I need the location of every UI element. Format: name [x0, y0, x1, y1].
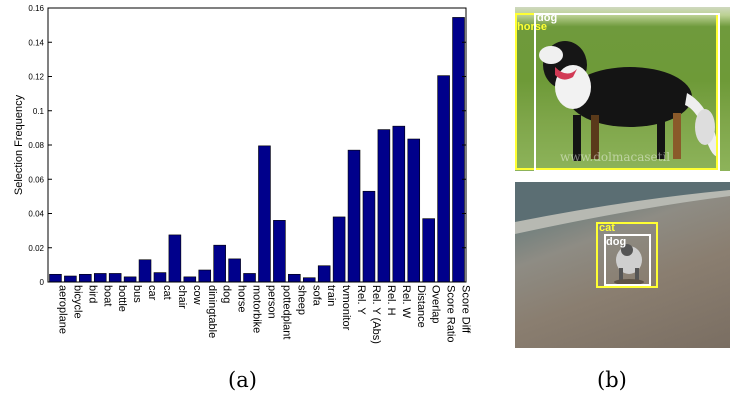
- bar-cat: [153, 272, 167, 283]
- bar-distance: [407, 138, 421, 283]
- x-tick-label: dog: [221, 285, 233, 303]
- x-tick-label: diningtable: [206, 285, 218, 338]
- x-tick-label: bus: [131, 285, 143, 303]
- x-tick-label: person: [265, 285, 277, 319]
- x-tick-label: Rel. Y (Abs): [370, 285, 382, 344]
- detection-label-dog: dog: [537, 12, 558, 24]
- photo-watermark: www.dolmacasetil: [560, 150, 671, 164]
- caption-b: (b): [597, 368, 627, 392]
- x-tick-label: Rel. Y: [355, 285, 367, 315]
- x-tick-label: tvmonitor: [340, 285, 352, 331]
- y-tick-label: 0.16: [28, 4, 44, 13]
- y-tick-label: 0: [40, 278, 45, 287]
- dog-silhouette: [539, 41, 720, 161]
- x-tick-label: Score Ratio: [445, 285, 457, 342]
- x-tick-label: horse: [236, 285, 248, 313]
- photo-dog-on-beach: cat dog: [515, 182, 730, 348]
- bar-pottedplant: [273, 220, 286, 283]
- bar-rel-h: [377, 129, 391, 283]
- bar-motorbike: [243, 273, 256, 283]
- y-tick-label: 0.1: [33, 107, 45, 116]
- bar-rel-w: [392, 125, 406, 283]
- bar-car: [138, 259, 152, 283]
- x-tick-label: Score Diff: [460, 285, 472, 334]
- x-tick-label: sheep: [295, 285, 307, 315]
- plot-frame: [47, 7, 467, 283]
- bar-diningtable: [198, 269, 212, 283]
- detection-label-dog-bottom: dog: [606, 236, 627, 248]
- x-tick-label: Rel. W: [400, 285, 412, 319]
- x-tick-label: bird: [86, 285, 98, 303]
- bar-boat: [93, 273, 107, 283]
- bar-bicycle: [64, 275, 77, 283]
- x-tick-label: car: [146, 285, 158, 301]
- bar-rel-y: [347, 149, 361, 283]
- detection-box-cat: [596, 222, 658, 288]
- x-tick-label: sofa: [310, 285, 322, 307]
- detection-box-dog-bottom: [604, 234, 651, 286]
- x-tick-label: aeroplane: [56, 285, 68, 334]
- x-tick-label: chair: [176, 285, 188, 309]
- x-tick-label: cat: [161, 285, 173, 300]
- bar-aeroplane: [49, 273, 62, 283]
- y-tick-label: 0.06: [28, 175, 44, 184]
- bar-bottle: [108, 273, 122, 283]
- x-tick-label: cow: [191, 285, 203, 305]
- detection-box-dog: [534, 13, 720, 171]
- bar-sheep: [288, 273, 301, 283]
- detection-label-cat: cat: [599, 222, 615, 234]
- x-tick-label: pottedplant: [280, 285, 292, 339]
- beach-scene: [515, 182, 730, 285]
- y-tick-label: 0.14: [28, 38, 44, 47]
- photo-dog-on-grass: www.dolmacasetil horse dog: [515, 7, 730, 171]
- bar-score-ratio: [437, 75, 450, 283]
- x-tick-label: train: [325, 285, 337, 306]
- y-tick-label: 0.08: [28, 141, 44, 150]
- y-axis-label: Selection Frequency: [13, 94, 25, 195]
- x-axis-tick-labels: aeroplane bicycle bird boat bottle bus car cat c…: [56, 285, 471, 344]
- bars-group: [49, 17, 465, 283]
- detection-label-horse: horse: [517, 21, 547, 33]
- y-tick-label: 0.02: [28, 244, 44, 253]
- y-tick-label: 0.12: [28, 73, 44, 82]
- bar-chair: [168, 234, 182, 283]
- bar-rel-y-abs: [362, 190, 376, 283]
- x-tick-label: bottle: [116, 285, 128, 312]
- bar-horse: [228, 258, 241, 283]
- bar-cow: [183, 276, 197, 283]
- x-tick-label: bicycle: [71, 285, 83, 319]
- x-tick-label: Rel. H: [385, 285, 397, 316]
- caption-a: (a): [228, 368, 257, 392]
- x-tick-label: Overlap: [430, 285, 442, 324]
- x-tick-label: Distance: [415, 285, 427, 328]
- bar-train: [317, 265, 331, 283]
- x-tick-label: motorbike: [251, 285, 263, 333]
- x-tick-label: boat: [101, 285, 113, 306]
- bar-person: [258, 145, 271, 283]
- bar-dog: [213, 244, 226, 283]
- bar-sofa: [302, 277, 316, 283]
- bar-overlap: [422, 218, 435, 283]
- bar-bus: [123, 276, 137, 283]
- bar-score-diff: [452, 17, 465, 283]
- bar-bird: [79, 273, 92, 283]
- bar-tvmonitor: [332, 216, 346, 283]
- y-tick-label: 0.04: [28, 210, 44, 219]
